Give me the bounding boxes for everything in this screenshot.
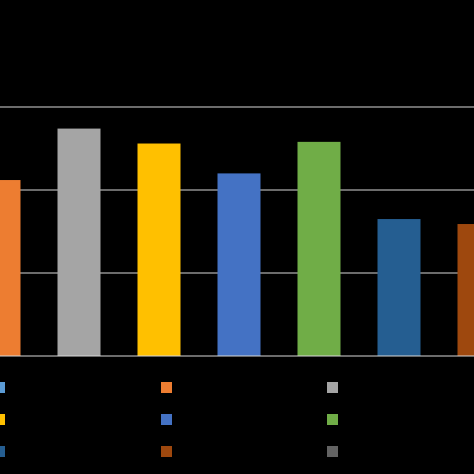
legend-swatch-1 [0,382,5,393]
legend-swatch-8 [161,446,172,457]
legend-swatch-2 [161,382,172,393]
legend-swatch-7 [0,446,5,457]
legend-swatch-6 [327,414,338,425]
bar-5 [297,141,341,356]
legend-swatch-4 [0,414,5,425]
legend-swatch-3 [327,382,338,393]
legend-swatch-9 [327,446,338,457]
bar-4 [217,173,261,356]
bar-1 [0,180,21,356]
bars [0,128,474,356]
bar-3 [137,143,181,356]
legend [0,382,338,457]
bar-2 [57,128,101,356]
bar-6 [377,219,421,356]
bar-7 [457,224,474,356]
legend-swatch-5 [161,414,172,425]
